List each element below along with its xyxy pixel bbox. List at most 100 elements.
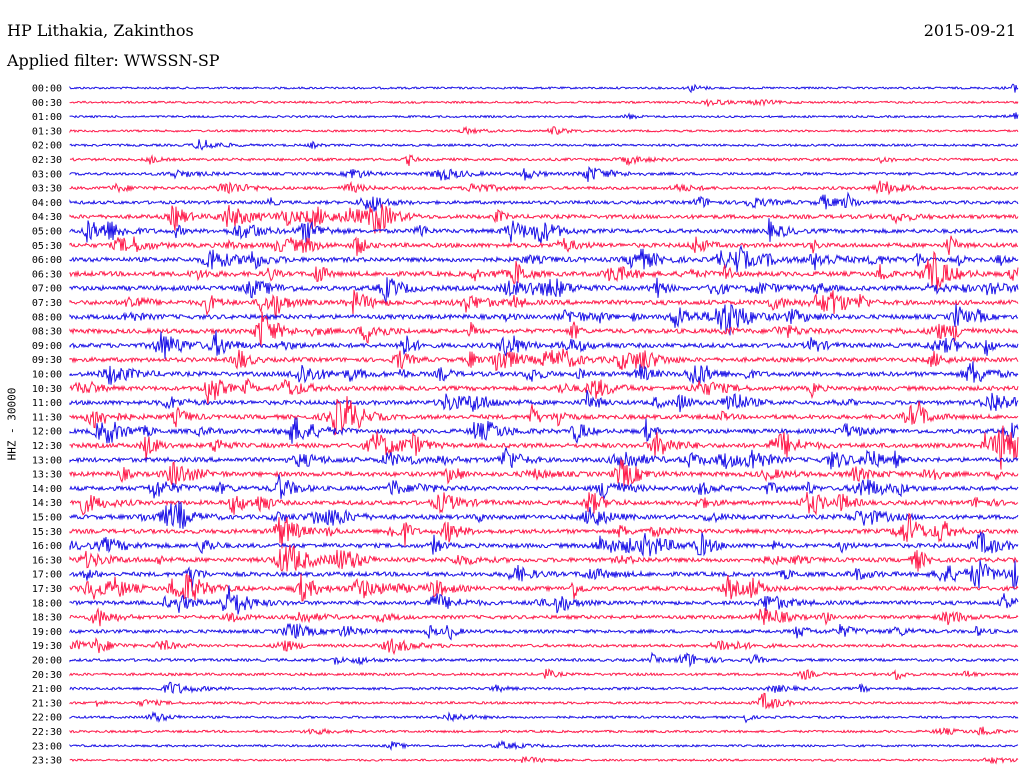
- trace-line: [69, 726, 1019, 736]
- trace-line: [69, 112, 1019, 120]
- time-label: 02:30: [32, 155, 62, 166]
- trace-line: [69, 83, 1019, 94]
- trace-line: [69, 125, 1019, 136]
- time-label: 13:30: [32, 470, 62, 481]
- time-label: 11:30: [32, 412, 62, 423]
- trace-line: [69, 180, 1019, 196]
- trace-line: [69, 739, 1019, 751]
- time-label: 14:30: [32, 498, 62, 509]
- time-label: 03:30: [32, 184, 62, 195]
- trace-line: [69, 668, 1019, 680]
- time-label: 05:00: [32, 227, 62, 238]
- trace-line: [69, 622, 1018, 641]
- time-label: 19:30: [32, 641, 62, 652]
- record-date: 2015-09-21: [923, 21, 1016, 40]
- time-label: 18:30: [32, 613, 62, 624]
- time-label: 08:00: [32, 312, 62, 323]
- trace-line: [69, 330, 1019, 359]
- trace-line: [69, 447, 1019, 470]
- trace-line: [69, 573, 1019, 602]
- trace-line: [69, 417, 1019, 444]
- time-label: 23:00: [32, 741, 62, 752]
- time-label: 00:30: [32, 98, 62, 109]
- time-label: 04:00: [32, 198, 62, 209]
- trace-line: [69, 637, 1019, 656]
- station-title: HP Lithakia, Zakinthos: [7, 21, 194, 40]
- trace-line: [69, 235, 1019, 256]
- time-label: 20:30: [32, 670, 62, 681]
- trace-line: [69, 98, 1019, 107]
- trace-line: [69, 244, 1019, 273]
- time-label: 09:00: [32, 341, 62, 352]
- time-label: 07:30: [32, 298, 62, 309]
- time-label: 11:00: [32, 398, 62, 409]
- trace-line: [69, 277, 1019, 304]
- trace-line: [69, 559, 1019, 592]
- trace-line: [69, 545, 1019, 572]
- trace-line: [69, 191, 1019, 212]
- time-label: 16:00: [32, 541, 62, 552]
- time-label: 09:30: [32, 355, 62, 366]
- trace-line: [69, 756, 1019, 765]
- trace-line: [69, 303, 1019, 336]
- trace-line: [69, 218, 1019, 245]
- time-label: 18:00: [32, 598, 62, 609]
- trace-line: [69, 459, 1019, 487]
- trace-line: [69, 474, 1019, 501]
- trace-line: [69, 311, 1019, 348]
- time-label: 20:00: [32, 656, 62, 667]
- time-label: 21:00: [32, 684, 62, 695]
- trace-line: [69, 681, 1019, 695]
- time-label: 21:30: [32, 698, 62, 709]
- time-label: 05:30: [32, 241, 62, 252]
- time-label: 12:00: [32, 427, 62, 438]
- time-label: 23:30: [32, 756, 62, 767]
- time-label: 15:30: [32, 527, 62, 538]
- time-label: 17:00: [32, 570, 62, 581]
- time-labels: 00:00 00:30 01:00 01:30 02:00 02:30 03:00 03:30…: [32, 84, 62, 767]
- trace-line: [69, 710, 1019, 724]
- time-label: 14:00: [32, 484, 62, 495]
- trace-line: [69, 607, 1019, 627]
- trace-line: [69, 250, 1019, 291]
- trace-line: [69, 491, 1019, 516]
- trace-line: [69, 389, 1019, 413]
- trace-line: [69, 585, 1019, 615]
- trace-line: [69, 361, 1019, 385]
- trace-line: [69, 500, 1019, 529]
- trace-line: [69, 396, 1019, 436]
- time-label: 17:30: [32, 584, 62, 595]
- trace-line: [69, 165, 1019, 182]
- time-label: 19:00: [32, 627, 62, 638]
- trace-line: [69, 512, 1019, 549]
- time-label: 02:00: [32, 141, 62, 152]
- time-label: 01:30: [32, 126, 62, 137]
- time-label: 15:00: [32, 513, 62, 524]
- filter-label: Applied filter: WWSSN-SP: [7, 51, 220, 70]
- trace-line: [69, 425, 1019, 470]
- trace-line: [69, 348, 1019, 372]
- trace-line: [69, 289, 1019, 318]
- trace-line: [69, 204, 1019, 234]
- time-label: 00:00: [32, 84, 62, 95]
- time-label: 08:30: [32, 327, 62, 338]
- time-label: 16:30: [32, 555, 62, 566]
- seismogram-traces: [69, 83, 1019, 765]
- time-label: 03:00: [32, 169, 62, 180]
- time-label: 22:30: [32, 727, 62, 738]
- time-label: 22:00: [32, 713, 62, 724]
- time-label: 10:30: [32, 384, 62, 395]
- trace-line: [69, 139, 1019, 151]
- time-label: 06:00: [32, 255, 62, 266]
- time-label: 10:00: [32, 370, 62, 381]
- trace-line: [69, 651, 1019, 668]
- time-label: 07:00: [32, 284, 62, 295]
- time-label: 12:30: [32, 441, 62, 452]
- time-label: 13:00: [32, 455, 62, 466]
- time-label: 01:00: [32, 112, 62, 123]
- trace-line: [69, 154, 1019, 167]
- time-label: 04:30: [32, 212, 62, 223]
- trace-line: [69, 692, 1019, 710]
- trace-line: [69, 531, 1019, 557]
